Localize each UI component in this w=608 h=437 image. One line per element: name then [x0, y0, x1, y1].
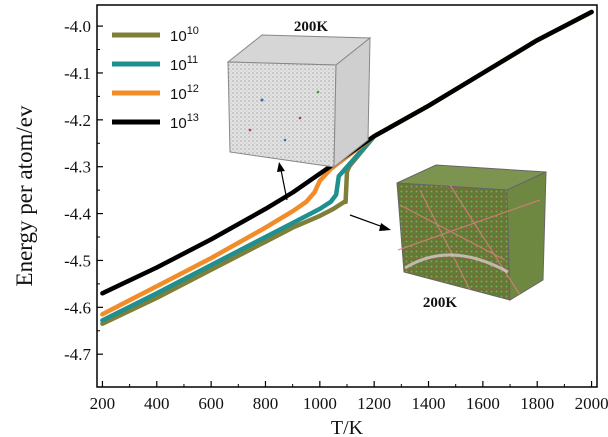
- inset-cube-gray-side: [333, 36, 371, 169]
- x-tick-label: 1600: [466, 394, 500, 413]
- y-axis-title: Energy per atom/ev: [12, 105, 37, 286]
- inset-cube-green: 200K: [396, 164, 547, 311]
- x-tick-label: 400: [144, 394, 170, 413]
- x-tick-label: 1400: [412, 394, 446, 413]
- legend-label-exponent: 12: [187, 83, 199, 95]
- y-tick-label: -4.7: [64, 345, 91, 364]
- x-tick-label: 1000: [303, 394, 337, 413]
- x-axis-ticks: 200 400 600 800 1000 1200 1400 1600 1800 2000: [90, 381, 608, 413]
- x-axis-title: T/K: [331, 417, 364, 437]
- x-tick-label: 2000: [575, 394, 608, 413]
- arrow-to-upper-inset: [280, 169, 288, 201]
- y-tick-label: -4.4: [64, 205, 91, 224]
- legend-label-base: 10: [170, 86, 187, 103]
- arrow-to-lower-inset-head: [379, 223, 391, 231]
- inset-label-upper: 200K: [294, 19, 329, 35]
- legend-label-1: 1011: [170, 54, 198, 74]
- arrow-to-upper-inset-head: [277, 162, 285, 172]
- legend-label-exponent: 10: [187, 25, 199, 37]
- inset-label-lower: 200K: [423, 295, 458, 311]
- y-tick-label: -4.2: [64, 111, 91, 130]
- x-tick-label: 1200: [357, 394, 391, 413]
- legend-label-3: 1013: [170, 112, 199, 132]
- legend-label-2: 1012: [170, 83, 199, 103]
- arrow-to-lower-inset: [349, 214, 384, 228]
- y-tick-label: -4.6: [64, 298, 91, 317]
- inset-cube-green-front: [396, 182, 511, 301]
- inset-cube-green-side: [506, 171, 547, 301]
- y-axis-ticks: -4.7 -4.6 -4.5 -4.4 -4.3 -4.2 -4.1 -4.0: [64, 17, 103, 364]
- y-tick-label: -4.1: [64, 64, 91, 83]
- x-tick-label: 600: [198, 394, 224, 413]
- legend-label-exponent: 13: [187, 112, 199, 124]
- annotation-arrows: [277, 162, 391, 231]
- legend-label-0: 1010: [170, 25, 199, 45]
- y-tick-label: -4.5: [64, 251, 91, 270]
- x-tick-label: 200: [90, 394, 116, 413]
- inset-cube-gray-front: [227, 61, 337, 168]
- inset-cube-gray: 200K: [226, 19, 372, 169]
- x-tick-label: 800: [253, 394, 279, 413]
- x-tick-label: 1800: [520, 394, 554, 413]
- y-tick-label: -4.3: [64, 158, 91, 177]
- y-tick-label: -4.0: [64, 17, 91, 36]
- legend-label-base: 10: [170, 57, 187, 74]
- legend-label-exponent: 11: [187, 54, 198, 66]
- legend-label-base: 10: [170, 28, 187, 45]
- legend-label-base: 10: [170, 115, 187, 132]
